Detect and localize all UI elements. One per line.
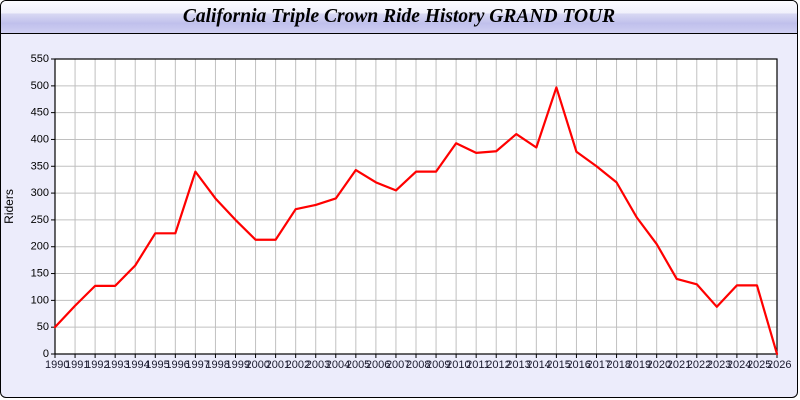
svg-text:50: 50 (37, 321, 49, 333)
svg-text:350: 350 (31, 160, 49, 172)
svg-text:300: 300 (31, 187, 49, 199)
svg-text:450: 450 (31, 107, 49, 119)
svg-text:200: 200 (31, 241, 49, 253)
svg-text:400: 400 (31, 133, 49, 145)
svg-text:500: 500 (31, 80, 49, 92)
svg-text:100: 100 (31, 294, 49, 306)
svg-text:2026: 2026 (767, 359, 791, 371)
svg-text:250: 250 (31, 214, 49, 226)
svg-text:150: 150 (31, 268, 49, 280)
svg-text:Riders: Riders (2, 189, 16, 224)
svg-text:550: 550 (31, 53, 49, 65)
